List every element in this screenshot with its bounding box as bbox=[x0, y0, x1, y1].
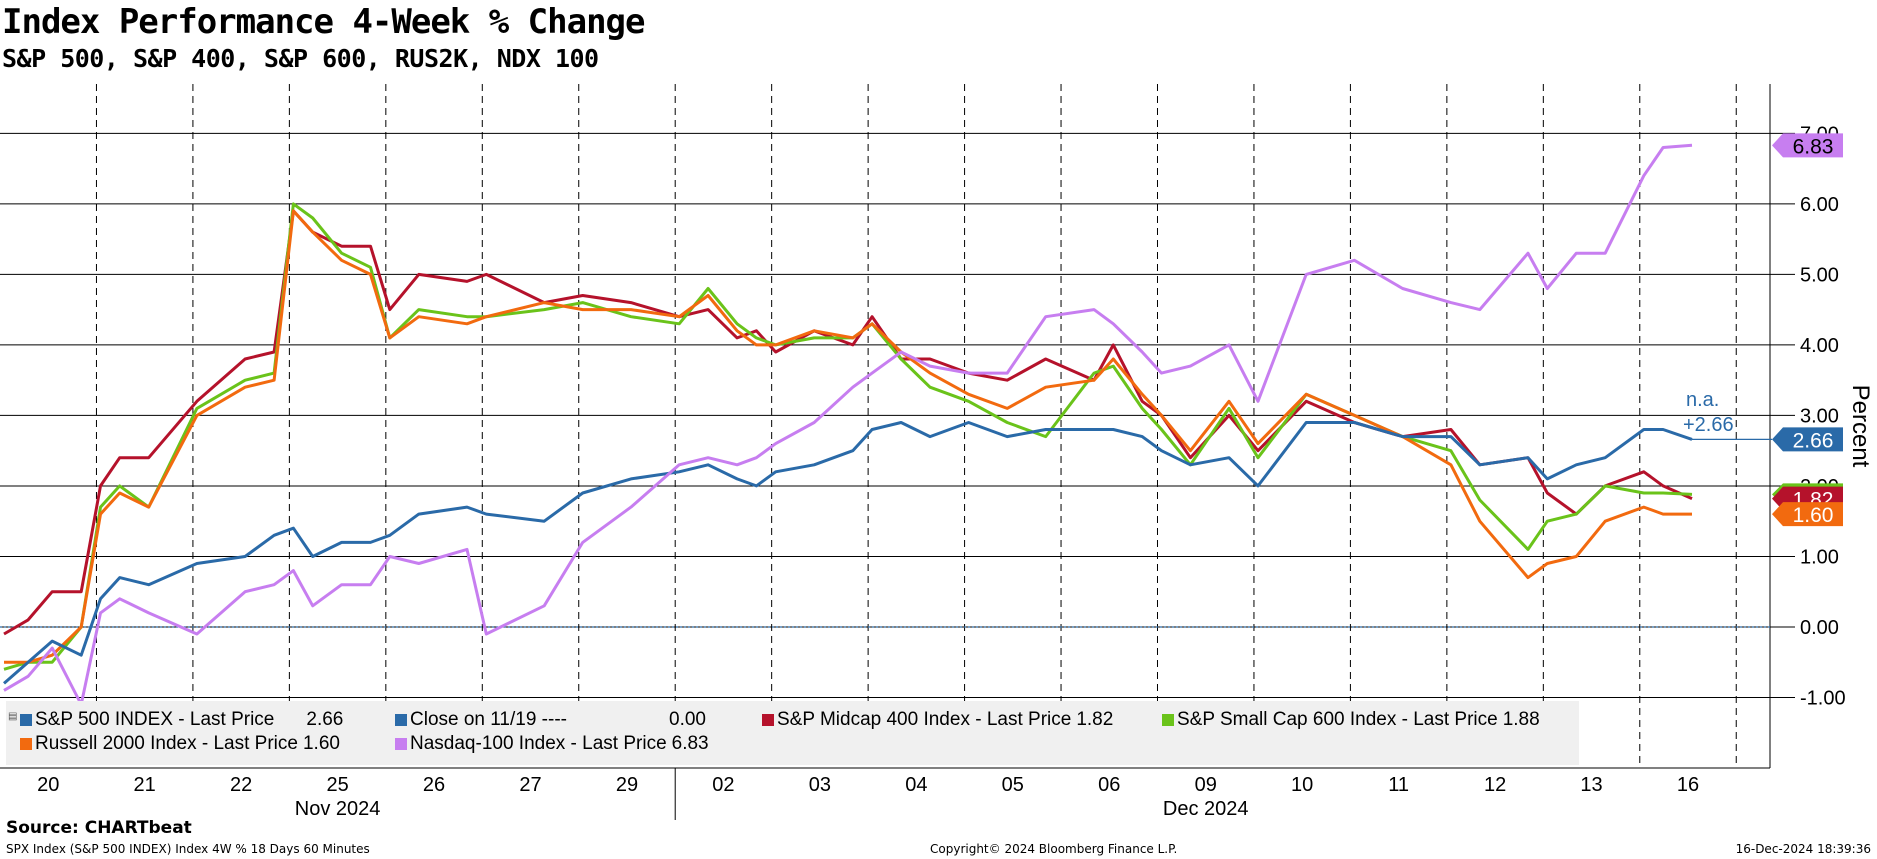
x-tick-label: 22 bbox=[230, 774, 252, 796]
x-tick-label: 10 bbox=[1291, 774, 1313, 796]
x-tick-label: 05 bbox=[1002, 774, 1024, 796]
x-tick-label: 26 bbox=[423, 774, 445, 796]
chart-title: Index Performance 4-Week % Change bbox=[2, 2, 646, 42]
x-tick-label: 29 bbox=[616, 774, 638, 796]
x-tick-label: 21 bbox=[134, 774, 156, 796]
y-axis-title: Percent bbox=[1847, 385, 1874, 468]
legend-swatch bbox=[762, 714, 774, 726]
footer-copyright: Copyright© 2024 Bloomberg Finance L.P. bbox=[930, 842, 1178, 856]
end-label-tag bbox=[1772, 502, 1843, 527]
na-annotation: n.a. bbox=[1686, 389, 1719, 411]
x-tick-label: 20 bbox=[37, 774, 59, 796]
month-label: Dec 2024 bbox=[1163, 798, 1249, 820]
legend-label: Nasdaq-100 Index - Last Price bbox=[410, 733, 667, 754]
legend-swatch bbox=[20, 738, 32, 750]
legend-value: 6.83 bbox=[671, 733, 709, 754]
legend-value: 0.00 bbox=[669, 709, 706, 730]
x-tick-label: 25 bbox=[326, 774, 348, 796]
chart-legend: ▤ S&P 500 INDEX - Last Price 2.66 Close … bbox=[6, 701, 1579, 765]
legend-label: S&P 500 INDEX - Last Price bbox=[35, 709, 275, 730]
legend-item-spx: S&P 500 INDEX - Last Price 2.66 bbox=[20, 709, 343, 731]
legend-value: 1.82 bbox=[1076, 709, 1114, 730]
legend-item-rus2k: Russell 2000 Index - Last Price 1.60 bbox=[20, 733, 340, 755]
y-tick-label: 5.00 bbox=[1800, 264, 1839, 286]
legend-value: 1.88 bbox=[1502, 709, 1540, 730]
legend-label: Russell 2000 Index - Last Price bbox=[35, 733, 298, 754]
series-line bbox=[3, 421, 1693, 685]
x-tick-label: 03 bbox=[809, 774, 831, 796]
x-tick-label: 11 bbox=[1388, 774, 1409, 796]
end-label-value: 2.66 bbox=[1793, 429, 1834, 452]
footer-timestamp: 16-Dec-2024 18:39:36 bbox=[1735, 842, 1871, 856]
legend-swatch bbox=[395, 738, 407, 750]
y-tick-label: 0.00 bbox=[1800, 617, 1839, 639]
chart-subtitle: S&P 500, S&P 400, S&P 600, RUS2K, NDX 10… bbox=[2, 44, 599, 73]
x-tick-label: 04 bbox=[905, 774, 927, 796]
end-label-tag bbox=[1772, 133, 1843, 158]
x-tick-label: 06 bbox=[1098, 774, 1120, 796]
legend-label: S&P Midcap 400 Index - Last Price bbox=[777, 709, 1072, 730]
legend-label: Close on 11/19 ---- bbox=[410, 709, 567, 730]
series-line bbox=[3, 202, 1693, 671]
y-tick-label: 4.00 bbox=[1800, 335, 1839, 357]
legend-item-sc600: S&P Small Cap 600 Index - Last Price 1.8… bbox=[1162, 709, 1540, 731]
legend-item-ndx: Nasdaq-100 Index - Last Price 6.83 bbox=[395, 733, 709, 755]
y-tick-label: 1.00 bbox=[1800, 546, 1839, 568]
series-line bbox=[3, 143, 1693, 706]
x-tick-label: 02 bbox=[712, 774, 734, 796]
legend-value: 2.66 bbox=[306, 709, 344, 730]
end-label-value: 1.60 bbox=[1793, 504, 1834, 527]
series-line bbox=[4, 209, 1692, 664]
legend-value: 1.60 bbox=[302, 733, 340, 754]
x-tick-label: 27 bbox=[519, 774, 541, 796]
legend-item-close: Close on 11/19 ---- 0.00 bbox=[395, 709, 706, 731]
x-tick-label: 09 bbox=[1195, 774, 1217, 796]
legend-item-mid400: S&P Midcap 400 Index - Last Price 1.82 bbox=[762, 709, 1113, 731]
y-tick-label: 3.00 bbox=[1800, 405, 1839, 427]
close-delta-annotation: +2.66 bbox=[1683, 414, 1734, 436]
y-tick-label: -1.00 bbox=[1800, 687, 1846, 709]
legend-grip-icon[interactable]: ▤ bbox=[8, 711, 18, 722]
legend-swatch bbox=[1162, 714, 1174, 726]
legend-swatch bbox=[395, 714, 407, 726]
month-label: Nov 2024 bbox=[295, 798, 381, 820]
x-tick-label: 13 bbox=[1580, 774, 1602, 796]
x-tick-label: 12 bbox=[1484, 774, 1506, 796]
end-label-value: 6.83 bbox=[1793, 135, 1834, 158]
legend-swatch bbox=[20, 714, 32, 726]
end-label-tag bbox=[1772, 427, 1843, 452]
footer-note: SPX Index (S&P 500 INDEX) Index 4W % 18 … bbox=[6, 842, 370, 856]
legend-label: S&P Small Cap 600 Index - Last Price bbox=[1177, 709, 1498, 730]
x-tick-label: 16 bbox=[1677, 774, 1699, 796]
source-label: Source: CHARTbeat bbox=[6, 818, 192, 838]
y-tick-label: 6.00 bbox=[1800, 194, 1839, 216]
